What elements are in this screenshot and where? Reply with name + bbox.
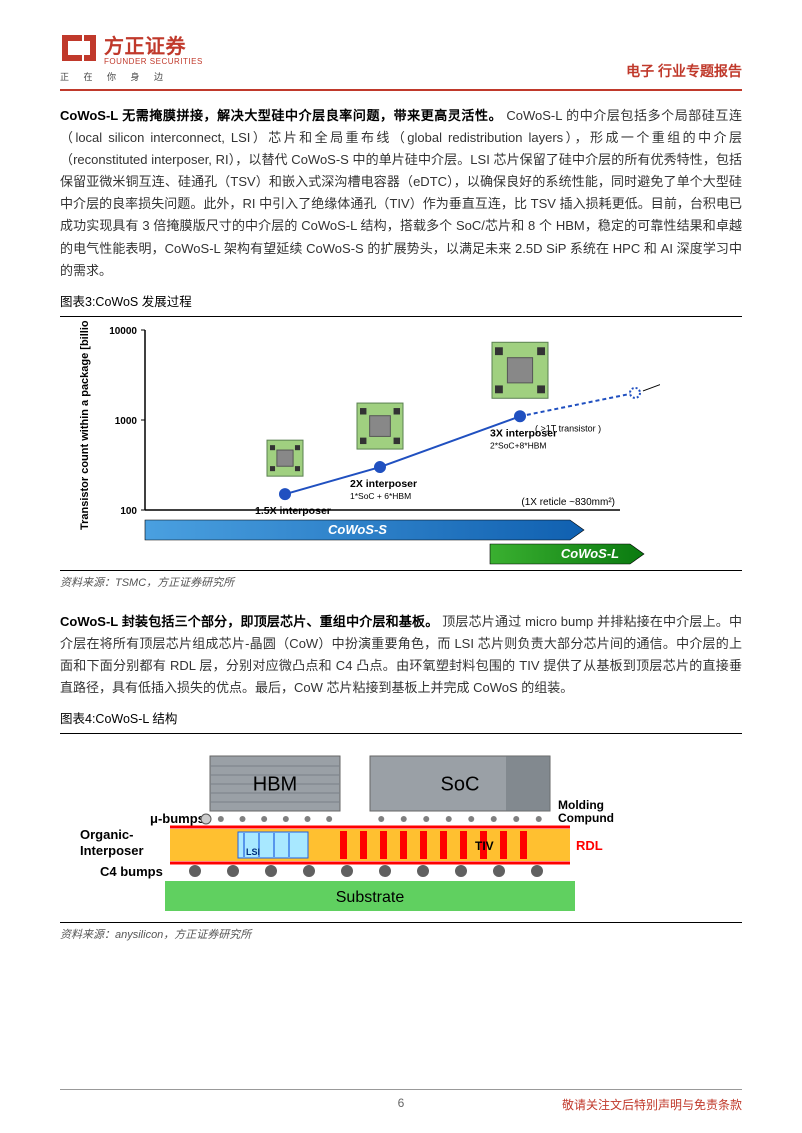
logo-text-cn: 方正证券 xyxy=(104,30,203,59)
svg-text:Organic-: Organic- xyxy=(80,827,133,842)
page-number: 6 xyxy=(398,1096,405,1110)
svg-text:Compund: Compund xyxy=(558,811,614,825)
founder-logo-icon xyxy=(60,33,98,63)
section2-para: CoWoS-L 封装包括三个部分，即顶层芯片、重组中介层和基板。 顶层芯片通过 … xyxy=(60,611,742,699)
svg-text:CoWoS-S: CoWoS-S xyxy=(328,522,387,537)
report-category: 电子 行业专题报告 xyxy=(626,61,742,83)
section1-para: CoWoS-L 无需掩膜拼接，解决大型硅中介层良率问题，带来更高灵活性。 CoW… xyxy=(60,105,742,282)
svg-text:HBM: HBM xyxy=(253,774,297,796)
svg-text:2X interposer: 2X interposer xyxy=(350,478,417,490)
svg-text:Interposer: Interposer xyxy=(80,843,144,858)
section2-title: CoWoS-L 封装包括三个部分，即顶层芯片、重组中介层和基板。 xyxy=(60,614,438,629)
figure4-caption: 图表4:CoWoS-L 结构 xyxy=(60,709,742,734)
svg-text:10000: 10000 xyxy=(109,326,137,337)
svg-text:100: 100 xyxy=(120,506,137,517)
svg-text:C4 bumps: C4 bumps xyxy=(100,864,163,879)
figure3-source: 资料来源：TSMC，方正证券研究所 xyxy=(60,570,742,593)
svg-text:TIV: TIV xyxy=(475,839,494,853)
svg-text:1.5X interposer: 1.5X interposer xyxy=(255,505,331,517)
report-content: CoWoS-L 无需掩膜拼接，解决大型硅中介层良率问题，带来更高灵活性。 CoW… xyxy=(60,105,742,945)
report-header: 方正证券 FOUNDER SECURITIES 正 在 你 身 边 电子 行业专… xyxy=(60,30,742,91)
svg-text:Transistor count within a pack: Transistor count within a package [billi… xyxy=(79,320,91,530)
logo-tagline: 正 在 你 身 边 xyxy=(60,70,203,83)
svg-text:μ-bumps: μ-bumps xyxy=(150,811,205,826)
figure4-source: 资料来源：anysilicon，方正证券研究所 xyxy=(60,922,742,945)
svg-text:Substrate: Substrate xyxy=(336,889,405,906)
svg-text:RDL: RDL xyxy=(576,838,603,853)
svg-text:LSI: LSI xyxy=(246,847,260,857)
footer-disclaimer: 敬请关注文后特别声明与免责条款 xyxy=(562,1096,742,1113)
logo-text-en: FOUNDER SECURITIES xyxy=(104,57,203,66)
svg-text:1*SoC + 6*HBM: 1*SoC + 6*HBM xyxy=(350,491,411,501)
svg-text:CoWoS-L: CoWoS-L xyxy=(561,546,619,561)
svg-text:Molding: Molding xyxy=(558,798,604,812)
svg-text:(1X reticle ~830mm²): (1X reticle ~830mm²) xyxy=(521,497,615,508)
figure3-caption: 图表3:CoWoS 发展过程 xyxy=(60,292,742,317)
figure4-box: HBM SoC μ-bumps MoldingCompund LSI TIV RDL Orga… xyxy=(60,737,742,922)
logo-block: 方正证券 FOUNDER SECURITIES 正 在 你 身 边 xyxy=(60,30,203,83)
section1-title: CoWoS-L 无需掩膜拼接，解决大型硅中介层良率问题，带来更高灵活性。 xyxy=(60,108,502,123)
figure3-box: 100 1000 10000 Transistor count within a pa… xyxy=(60,320,742,570)
svg-text:2*SoC+8*HBM: 2*SoC+8*HBM xyxy=(490,440,546,450)
svg-text:( >1T transistor ): ( >1T transistor ) xyxy=(535,423,601,433)
report-footer: 6 敬请关注文后特别声明与免责条款 xyxy=(60,1089,742,1113)
svg-text:SoC: SoC xyxy=(441,774,480,796)
section1-text: CoWoS-L 的中介层包括多个局部硅互连（local silicon inte… xyxy=(60,108,742,278)
svg-text:1000: 1000 xyxy=(115,416,138,427)
